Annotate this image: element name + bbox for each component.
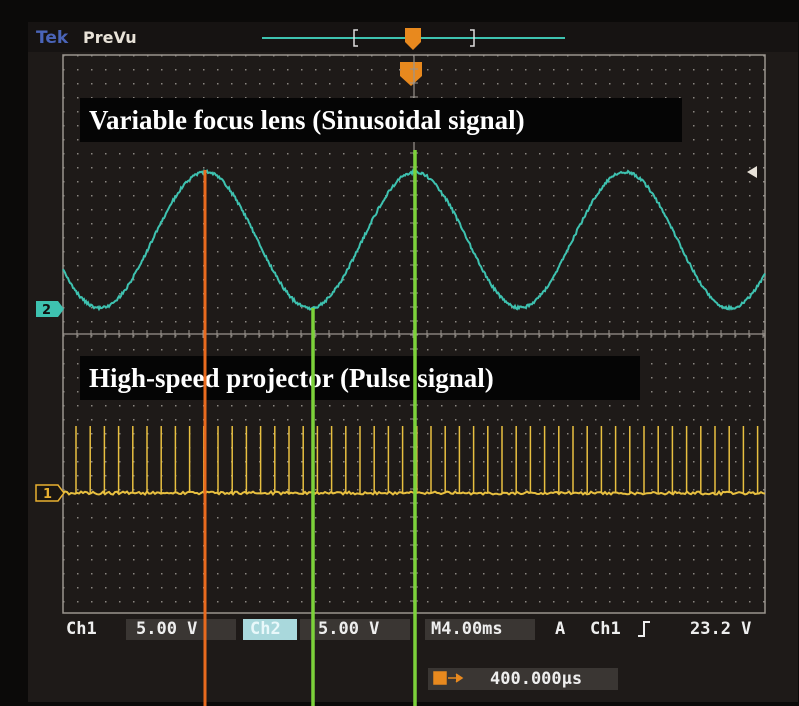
trigger-mode: A (555, 619, 565, 639)
trigger-source: Ch1 (590, 619, 621, 639)
ch2-marker-label: 2 (42, 303, 51, 318)
timebase: M4.00ms (431, 619, 503, 639)
ch2-scale: 5.00 V (318, 619, 379, 639)
ch1-scale: 5.00 V (136, 619, 197, 639)
page: Tek PreVu Variable focus lens (Sinusoida… (0, 0, 799, 706)
brand: Tek (36, 28, 69, 48)
annotation: High-speed projector (Pulse signal) (89, 363, 494, 393)
trigger-level: 23.2 V (690, 619, 751, 639)
ch1-marker-label: 1 (43, 487, 52, 502)
oscilloscope-photo: Tek PreVu Variable focus lens (Sinusoida… (0, 0, 799, 706)
ch1-label: Ch1 (66, 619, 97, 639)
annotation: Variable focus lens (Sinusoidal signal) (89, 105, 525, 135)
ch2-label: Ch2 (250, 619, 281, 639)
mode: PreVu (83, 28, 137, 47)
trigger-position: 400.000µs (490, 669, 582, 689)
